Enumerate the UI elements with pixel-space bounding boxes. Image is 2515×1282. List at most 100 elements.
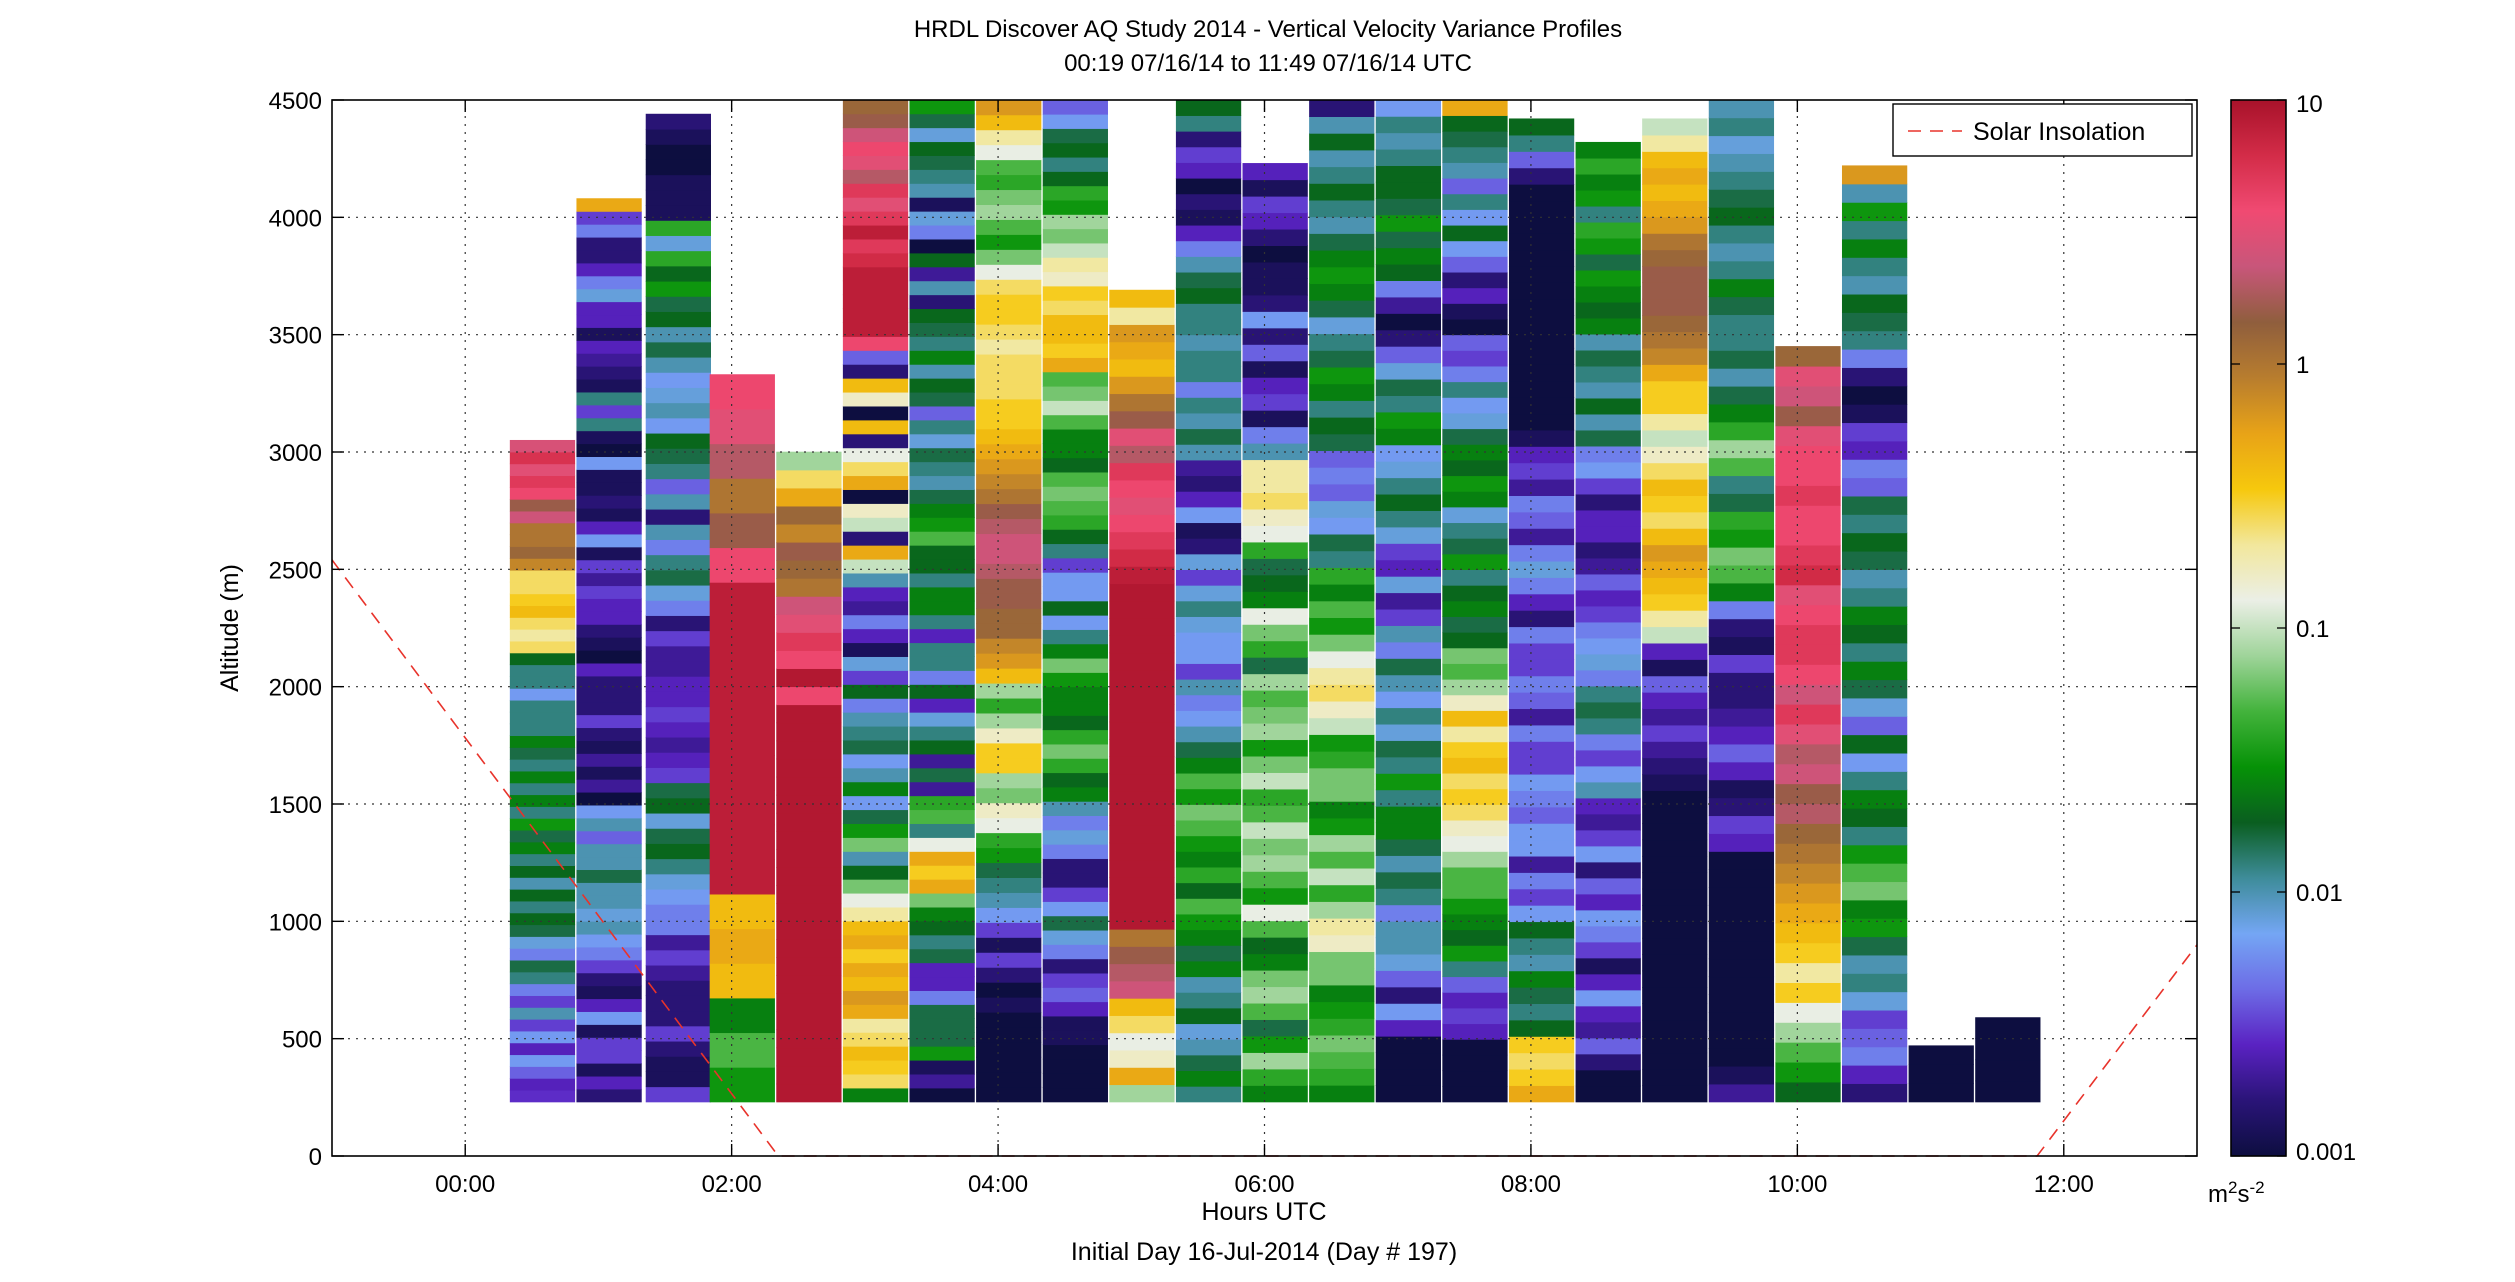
profile-cell — [1375, 543, 1442, 561]
profile-cell — [509, 959, 576, 973]
profile-cell — [1841, 550, 1908, 570]
profile-cell — [842, 322, 909, 337]
profile-cell — [509, 900, 576, 914]
profile-cell — [645, 782, 711, 799]
profile-cell — [1775, 604, 1841, 626]
profile-cell — [1442, 772, 1508, 790]
profile-cell — [1642, 626, 1708, 644]
profile-cell — [1375, 953, 1442, 971]
profile-cell — [776, 632, 842, 651]
profile-cell — [1109, 928, 1175, 947]
profile-cell — [1575, 1085, 1641, 1103]
chart-subtitle: 00:19 07/16/14 to 11:49 07/16/14 UTC — [1064, 50, 1472, 77]
profile-cell — [1109, 635, 1175, 654]
profile-cell — [1442, 365, 1508, 383]
profile-cell — [1109, 600, 1175, 619]
profile-cell — [1508, 1019, 1575, 1037]
profile-cell — [976, 159, 1042, 176]
profile-cell — [776, 812, 842, 832]
profile-cell — [1708, 976, 1775, 995]
profile-cell — [1242, 953, 1308, 971]
profile-cell — [776, 1083, 842, 1103]
profile-cell — [1575, 317, 1641, 335]
profile-cell — [1708, 547, 1775, 566]
profile-cell — [1575, 893, 1641, 911]
profile-cell — [1508, 1036, 1575, 1054]
profile-cell — [1841, 606, 1908, 625]
profile-cell — [1375, 658, 1442, 676]
profile-cell — [1175, 992, 1242, 1009]
profile-cell — [976, 623, 1042, 639]
profile-cell — [842, 169, 909, 184]
profile-cell — [909, 962, 975, 978]
profile-cell — [1042, 700, 1108, 716]
profile-cell — [1575, 525, 1641, 543]
profile-cell — [645, 904, 711, 920]
profile-cell — [645, 843, 711, 860]
profile-cell — [1508, 1068, 1575, 1086]
profile-cell — [1775, 684, 1841, 705]
profile-cell — [1708, 725, 1775, 745]
profile-cell — [1575, 845, 1641, 863]
profile-cell — [909, 447, 975, 463]
profile-cell — [1642, 1036, 1708, 1054]
profile-cell — [1109, 324, 1175, 343]
profile-cell — [1442, 616, 1508, 633]
profile-cell — [1508, 1052, 1575, 1070]
profile-cell — [1109, 479, 1175, 498]
profile-cell — [976, 922, 1042, 938]
profile-cell — [1175, 459, 1242, 477]
profile-cell — [976, 862, 1042, 878]
profile-cell — [909, 461, 975, 477]
profile-cell — [776, 596, 842, 615]
profile-cell — [1309, 250, 1375, 268]
profile-cell — [1175, 1039, 1242, 1056]
profile-cell — [1042, 199, 1108, 215]
profile-cell — [1042, 257, 1108, 273]
profile-cell — [1042, 142, 1108, 158]
profile-cell — [576, 404, 642, 419]
profile-cell — [1775, 405, 1841, 427]
profile-cell — [1575, 589, 1641, 607]
profile-cell — [1841, 440, 1908, 460]
profile-cell — [1175, 381, 1242, 398]
profile-cell — [1109, 842, 1175, 861]
profile-cell — [509, 688, 576, 701]
profile-cell — [1775, 485, 1841, 506]
profile-cell — [1309, 133, 1375, 151]
profile-cell — [576, 469, 642, 483]
profile-cell — [1042, 915, 1108, 931]
profile-cell — [776, 866, 842, 886]
profile-cell — [645, 524, 711, 540]
profile-cell — [1042, 457, 1108, 473]
profile-cell — [1508, 823, 1575, 841]
profile-cell — [1508, 184, 1575, 202]
profile-cell — [1375, 428, 1442, 446]
profile-cell — [1109, 963, 1175, 982]
profile-cell — [1575, 541, 1641, 559]
profile-cell — [1109, 687, 1175, 705]
profile-cell — [1442, 428, 1508, 445]
profile-cell — [1642, 429, 1708, 447]
profile-cell — [1442, 1054, 1508, 1072]
profile-cell — [1175, 882, 1242, 899]
profile-cell — [1109, 566, 1175, 585]
profile-cell — [1841, 257, 1908, 277]
profile-cell — [1309, 500, 1375, 518]
profile-cell — [1975, 1017, 2041, 1039]
profile-cell — [1242, 624, 1308, 642]
profile-cell — [1508, 364, 1575, 382]
profile-cell — [1109, 980, 1175, 999]
profile-cell — [976, 847, 1042, 864]
profile-cell — [1242, 212, 1308, 230]
profile-cell — [1775, 505, 1841, 526]
profile-cell — [776, 668, 842, 688]
profile-cell — [976, 144, 1042, 161]
profile-cell — [1309, 400, 1375, 418]
profile-cell — [909, 503, 975, 518]
profile-cell — [909, 712, 975, 727]
profile-cell — [1309, 350, 1375, 368]
profile-cell — [842, 405, 909, 421]
profile-cell — [1375, 296, 1442, 314]
profile-cell — [1042, 443, 1108, 459]
